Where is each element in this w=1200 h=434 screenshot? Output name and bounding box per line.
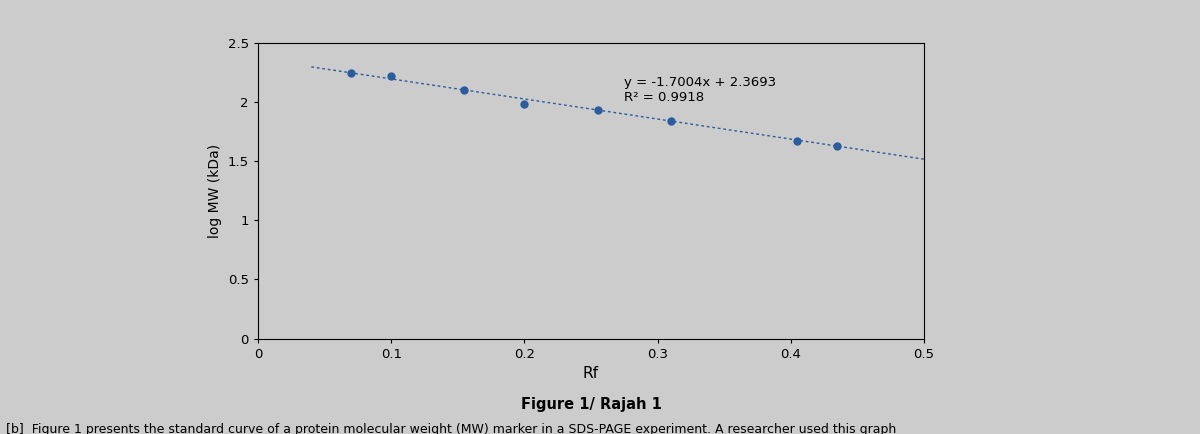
Text: Figure 1/ Rajah 1: Figure 1/ Rajah 1 (521, 397, 661, 412)
Point (342, 69, 361, 76)
Y-axis label: log MW (kDa): log MW (kDa) (209, 144, 222, 238)
Text: y = -1.7004x + 2.3693
R² = 0.9918: y = -1.7004x + 2.3693 R² = 0.9918 (624, 76, 776, 105)
Point (588, 107, 607, 114)
Point (515, 100, 534, 107)
Point (455, 86, 474, 93)
Point (661, 118, 680, 125)
Point (788, 137, 808, 144)
Point (828, 142, 847, 149)
X-axis label: Rf: Rf (583, 366, 599, 381)
Point (382, 73, 401, 80)
Text: [b]  Figure 1 presents the standard curve of a protein molecular weight (MW) mar: [b] Figure 1 presents the standard curve… (6, 423, 896, 434)
